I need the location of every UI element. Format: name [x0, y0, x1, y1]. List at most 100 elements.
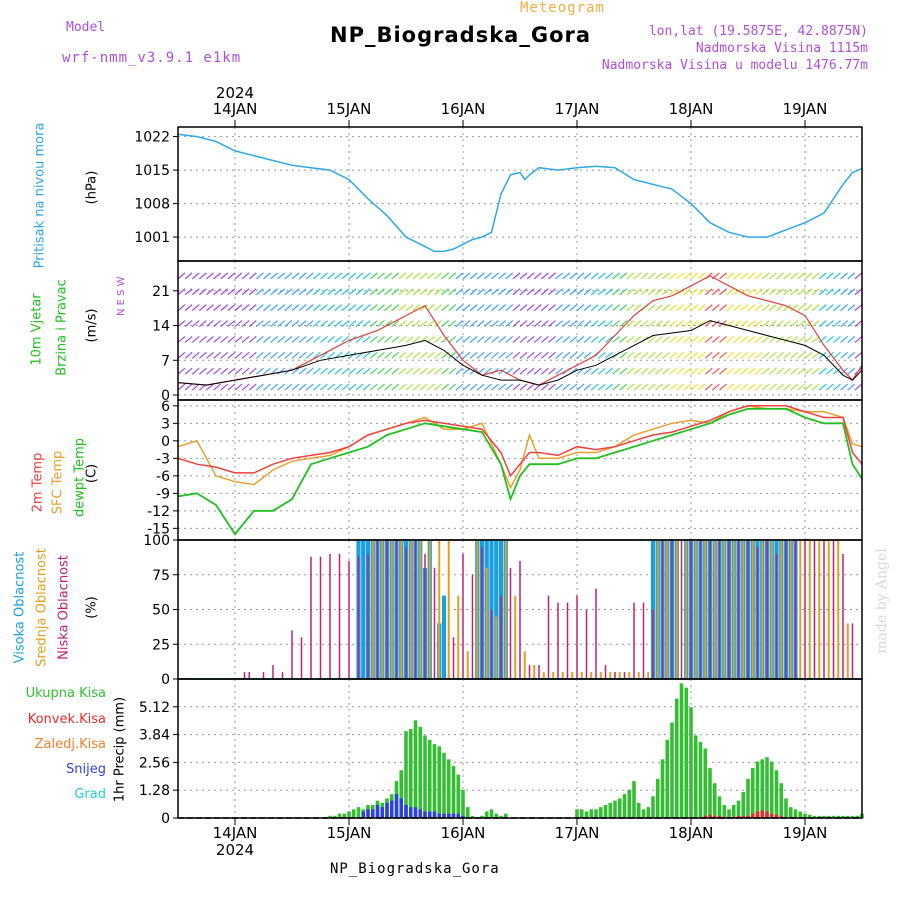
wind-barb — [847, 272, 856, 280]
model-label: Model — [66, 20, 106, 35]
sfc-temp-line — [177, 405, 863, 490]
y-tick-label: 3 — [161, 416, 170, 432]
wind-barb — [719, 383, 727, 391]
total-precip-bar — [784, 798, 788, 818]
snow-bar — [361, 811, 366, 818]
wind-barb — [298, 367, 307, 375]
wind-barb — [669, 304, 678, 312]
total-precip-bar — [470, 815, 475, 818]
conv-precip-bar — [769, 813, 774, 818]
wind-barb — [177, 335, 186, 343]
wind-barb — [384, 304, 393, 312]
wind-barb — [548, 288, 556, 296]
wind-barb — [526, 335, 535, 343]
wind-barb — [198, 351, 207, 359]
wind-barb — [448, 383, 457, 391]
total-precip-bar — [451, 765, 456, 818]
wind-barb — [747, 335, 756, 343]
wind-barb — [619, 383, 628, 391]
wind-barb — [540, 383, 549, 391]
wind-barb — [291, 320, 300, 327]
wind-barb — [398, 272, 407, 280]
wind-barb — [362, 304, 371, 312]
wind-barb — [491, 272, 499, 280]
low-cloud-bar — [272, 665, 274, 679]
wind-barb — [597, 288, 606, 296]
wind-barb — [526, 367, 535, 375]
total-precip-bar — [494, 813, 499, 818]
wind-barb — [783, 304, 792, 312]
wind-barb — [590, 320, 599, 327]
wind-barb — [654, 335, 663, 343]
wind-barb — [398, 320, 407, 327]
low-cloud-bar — [832, 540, 835, 679]
wind-barb — [341, 383, 350, 391]
top-date-label: 17JAN — [555, 100, 600, 118]
low-cloud-bar — [248, 672, 250, 679]
low-cloud-bar — [614, 672, 616, 679]
wind-barb — [391, 335, 400, 343]
wind-barb — [576, 320, 585, 327]
low-cloud-bar — [490, 609, 493, 679]
low-cloud-bar — [747, 540, 749, 679]
mid-cloud-bar — [409, 540, 412, 679]
wind-barb — [255, 335, 264, 343]
wind-barb — [711, 367, 720, 375]
total-precip-bar — [404, 731, 408, 818]
wind-barb — [818, 272, 827, 280]
wind-barb — [241, 367, 250, 375]
total-precip-bar — [698, 741, 703, 818]
wind-barb — [405, 320, 414, 327]
wind-barb — [690, 367, 699, 375]
wind-barb — [690, 351, 699, 359]
low-cloud-bar — [538, 665, 540, 679]
low-cloud-bar — [842, 553, 844, 679]
wind-barb — [312, 272, 321, 280]
wind-barb — [797, 288, 806, 296]
wind-barb — [583, 383, 592, 391]
wind-barb — [398, 383, 407, 391]
wind-barb — [626, 288, 635, 296]
total-precip-bar — [575, 809, 579, 818]
wind-barb — [533, 288, 542, 296]
low-cloud-bar — [728, 540, 730, 679]
wind-barb — [626, 383, 635, 391]
wind-barb — [341, 351, 350, 359]
wind-barb — [740, 288, 749, 296]
wind-barb — [683, 367, 692, 375]
wind-barb — [291, 367, 300, 375]
low-cloud-bar — [851, 623, 854, 679]
wind-barb — [184, 320, 193, 327]
wind-barb — [733, 288, 742, 296]
wind-barb — [184, 288, 193, 296]
low-cloud-bar — [395, 540, 398, 679]
wind-barb — [320, 351, 328, 359]
wind-barb — [825, 272, 834, 280]
wind-barb — [177, 320, 186, 327]
conv-precip-bar — [779, 815, 784, 818]
total-precip-bar — [579, 809, 584, 818]
wind-barb — [177, 272, 186, 280]
snow-bar — [418, 809, 423, 818]
wind-barb — [412, 288, 421, 296]
wind-barb — [619, 351, 628, 359]
mid-cloud-bar — [561, 672, 564, 679]
wind-barb — [469, 383, 478, 391]
wind-barb — [519, 272, 528, 280]
wind-barb — [761, 320, 770, 327]
wind-barb — [697, 288, 706, 296]
wind-barb — [825, 367, 834, 375]
wind-barb — [248, 272, 257, 280]
wind-barb — [213, 288, 222, 296]
wind-barb — [654, 367, 663, 375]
y-tick-label: 7 — [161, 353, 170, 369]
wind-barb — [576, 304, 585, 312]
wind-barb — [776, 288, 784, 296]
wind-barb — [548, 304, 556, 312]
wind-barb — [277, 367, 286, 375]
wind-barb — [711, 320, 720, 327]
mid-cloud-bar — [476, 540, 479, 679]
wind-barb — [662, 272, 670, 280]
total-precip-bar — [423, 735, 427, 818]
